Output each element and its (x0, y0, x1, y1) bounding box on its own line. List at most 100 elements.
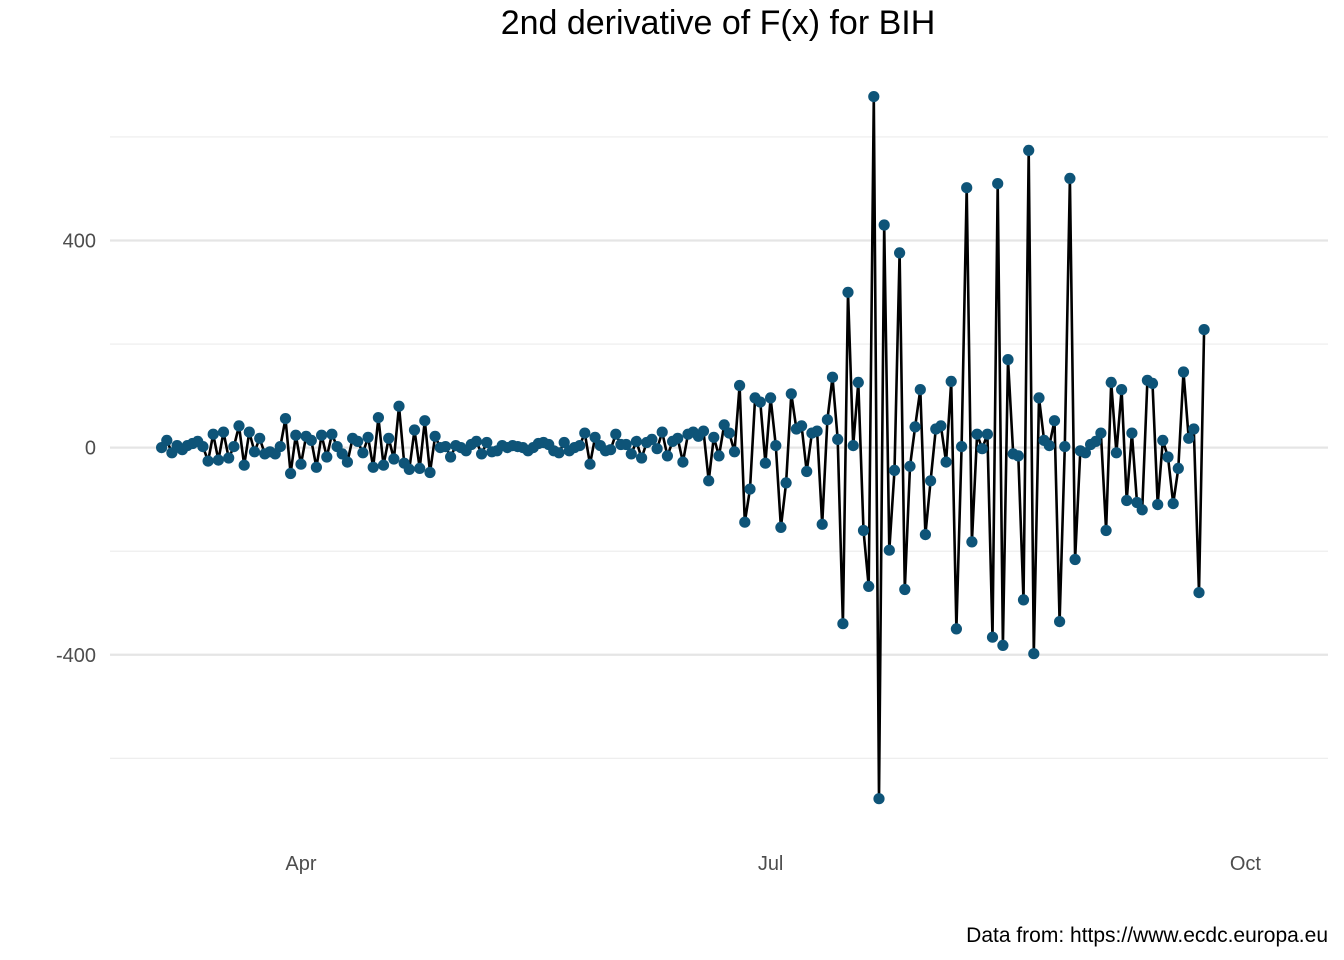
data-point (1152, 499, 1164, 511)
data-point (728, 446, 741, 458)
data-point (832, 433, 844, 445)
data-point (202, 455, 214, 467)
data-point (207, 428, 219, 440)
data-point (1033, 392, 1045, 404)
data-point (672, 432, 684, 444)
data-point (357, 447, 369, 459)
data-point (620, 438, 632, 451)
data-point (966, 536, 978, 548)
data-point (223, 452, 235, 464)
data-point (873, 793, 885, 805)
data-point (630, 435, 643, 447)
data-point (935, 420, 947, 432)
data-point (341, 456, 353, 468)
data-point (584, 458, 596, 470)
data-point (909, 421, 921, 433)
data-point (868, 91, 880, 103)
data-point (1177, 366, 1190, 378)
data-point (821, 414, 834, 426)
x-tick-label: Oct (1230, 853, 1262, 875)
minor-gridlines (110, 136, 1328, 759)
data-point (1002, 354, 1014, 366)
data-point (646, 433, 658, 445)
data-point (388, 453, 400, 465)
y-tick-label: -400 (56, 645, 96, 667)
data-point (811, 425, 823, 437)
data-point (414, 462, 426, 474)
data-point (956, 441, 968, 453)
y-axis-tick-labels: -400 0 400 (56, 231, 96, 667)
data-point (703, 475, 715, 487)
data-point (1183, 432, 1195, 444)
data-point (285, 467, 297, 480)
data-point (579, 427, 591, 439)
data-point (661, 450, 674, 462)
data-point (470, 435, 482, 447)
data-point (796, 420, 808, 432)
data-point (1136, 504, 1148, 516)
data-point (238, 459, 250, 471)
data-point (1012, 450, 1024, 462)
data-point (1017, 594, 1030, 606)
data-point (904, 460, 916, 472)
data-point (651, 443, 663, 455)
data-point (992, 178, 1004, 190)
data-point (305, 434, 317, 446)
data-point (1121, 494, 1133, 507)
data-point (914, 384, 926, 396)
data-point (248, 446, 261, 458)
chart-caption: Data from: https://www.ecdc.europa.eu (966, 924, 1328, 947)
x-tick-label: Apr (285, 853, 316, 875)
data-point (986, 631, 999, 643)
data-point (1198, 324, 1210, 336)
data-point (981, 428, 994, 440)
data-point (656, 426, 668, 438)
data-point (290, 429, 302, 441)
data-point (744, 483, 756, 495)
data-point (950, 623, 963, 635)
data-point (759, 457, 772, 469)
data-point (610, 428, 622, 440)
data-point (801, 465, 813, 478)
data-point (888, 464, 901, 476)
data-point (780, 477, 792, 489)
data-point (852, 376, 864, 388)
data-point (279, 413, 292, 425)
data-point (826, 371, 839, 383)
data-point (574, 440, 586, 452)
data-point (228, 441, 240, 453)
data-point (754, 396, 766, 408)
data-point (197, 441, 209, 453)
data-point (367, 461, 379, 473)
data-point (336, 448, 348, 460)
data-point (961, 182, 973, 194)
data-point (212, 454, 224, 466)
data-point (445, 451, 457, 463)
data-point (1105, 376, 1117, 388)
data-point (625, 448, 637, 460)
y-tick-label: 0 (85, 438, 96, 460)
data-point (481, 436, 493, 449)
data-point (1059, 441, 1071, 453)
data-point (1100, 524, 1112, 537)
data-point (677, 456, 689, 468)
data-point (1126, 427, 1138, 439)
data-point (476, 448, 488, 460)
data-point (775, 521, 787, 534)
data-point (439, 441, 452, 453)
data-point (310, 461, 322, 473)
data-point (971, 428, 983, 440)
data-point (1193, 587, 1205, 599)
data-point (1110, 447, 1122, 459)
data-point (976, 443, 988, 455)
data-point (1043, 440, 1055, 452)
data-point (883, 544, 895, 556)
data-point (925, 475, 937, 487)
data-point (997, 639, 1009, 652)
data-point (708, 431, 720, 443)
data-point (589, 431, 601, 443)
data-point (1023, 144, 1035, 156)
data-point (863, 580, 875, 593)
data-point (1188, 423, 1200, 435)
